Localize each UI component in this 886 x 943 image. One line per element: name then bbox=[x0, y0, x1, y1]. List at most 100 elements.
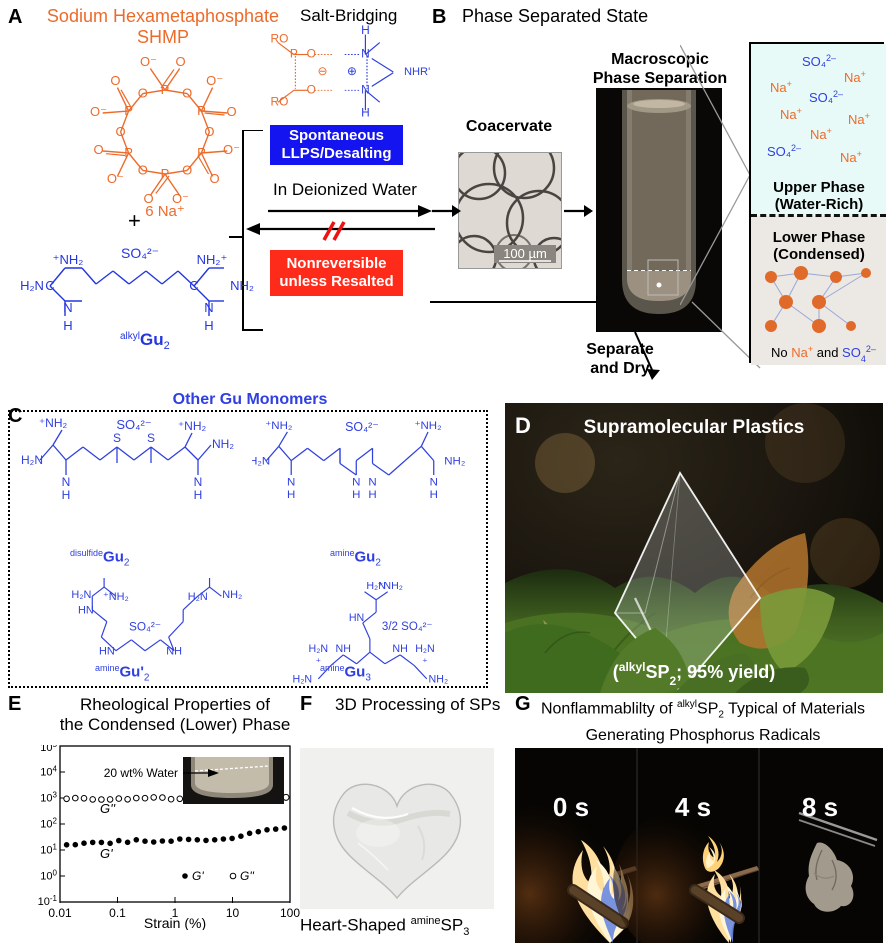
svg-text:SO₄2–: SO₄2– bbox=[809, 89, 843, 105]
svg-text:10: 10 bbox=[226, 906, 240, 920]
svg-text:C: C bbox=[45, 278, 54, 293]
svg-text:⁺: ⁺ bbox=[422, 657, 428, 669]
svg-text:H₂N: H₂N bbox=[252, 455, 270, 467]
svg-text:N: N bbox=[204, 300, 213, 315]
svg-text:102: 102 bbox=[40, 816, 57, 831]
svg-text:H: H bbox=[352, 489, 360, 501]
svg-text:N: N bbox=[361, 47, 370, 61]
svg-text:101: 101 bbox=[40, 842, 57, 857]
svg-text:Na+: Na+ bbox=[840, 149, 862, 165]
svg-text:O⁻: O⁻ bbox=[206, 73, 223, 88]
svg-text:(Condensed): (Condensed) bbox=[773, 246, 865, 263]
svg-text:20 wt% Water: 20 wt% Water bbox=[104, 766, 178, 780]
svg-text:8 s: 8 s bbox=[802, 792, 838, 822]
svg-text:SO₄²⁻: SO₄²⁻ bbox=[129, 620, 161, 634]
svg-text:H: H bbox=[194, 488, 203, 502]
svg-text:Na+: Na+ bbox=[810, 126, 832, 142]
svg-text:H: H bbox=[62, 488, 71, 502]
svg-text:⁺NH₂: ⁺NH₂ bbox=[53, 252, 84, 267]
svg-text:H: H bbox=[368, 489, 376, 501]
svg-text:NH₂: NH₂ bbox=[429, 673, 449, 685]
svg-text:⁺NH₂: ⁺NH₂ bbox=[265, 420, 292, 432]
svg-text:P: P bbox=[161, 82, 170, 97]
svg-text:O: O bbox=[204, 124, 214, 139]
svg-text:N: N bbox=[352, 477, 360, 489]
svg-text:HN: HN bbox=[78, 604, 94, 616]
svg-text:Na+: Na+ bbox=[770, 79, 792, 95]
svg-text:⊕: ⊕ bbox=[347, 64, 357, 78]
svg-text:H₂N: H₂N bbox=[71, 589, 91, 601]
svg-text:G'': G'' bbox=[240, 869, 255, 883]
svg-text:(Water-Rich): (Water-Rich) bbox=[775, 196, 864, 213]
svg-text:H: H bbox=[287, 489, 295, 501]
svg-text:N: N bbox=[361, 82, 370, 96]
svg-text:SO₄²⁻: SO₄²⁻ bbox=[345, 420, 379, 434]
svg-text:⁺NH₂: ⁺NH₂ bbox=[378, 582, 403, 592]
svg-text:SO₄²⁻: SO₄²⁻ bbox=[116, 417, 151, 432]
svg-text:O: O bbox=[182, 162, 192, 177]
svg-text:100: 100 bbox=[40, 868, 57, 883]
svg-text:H: H bbox=[361, 106, 370, 120]
svg-text:H₂N: H₂N bbox=[20, 278, 44, 293]
svg-text:SO₄2–: SO₄2– bbox=[802, 53, 836, 69]
svg-text:No Na+ and SO42–: No Na+ and SO42– bbox=[771, 344, 876, 364]
svg-text:Na+: Na+ bbox=[844, 69, 866, 85]
svg-text:NH₂: NH₂ bbox=[212, 437, 234, 451]
svg-text:C: C bbox=[189, 278, 198, 293]
svg-text:Na+: Na+ bbox=[848, 111, 870, 127]
svg-text:Supramolecular Plastics: Supramolecular Plastics bbox=[584, 417, 805, 438]
svg-text:Strain (%): Strain (%) bbox=[144, 915, 206, 930]
svg-text:⊖: ⊖ bbox=[317, 64, 327, 78]
svg-text:104: 104 bbox=[40, 764, 57, 779]
svg-text:O⁻: O⁻ bbox=[107, 171, 124, 186]
svg-text:RO: RO bbox=[271, 32, 289, 46]
svg-text:N: N bbox=[62, 475, 71, 489]
svg-text:N: N bbox=[63, 300, 72, 315]
svg-text:O: O bbox=[116, 124, 126, 139]
svg-text:O: O bbox=[93, 142, 103, 157]
svg-text:105: 105 bbox=[40, 745, 57, 754]
svg-text:H: H bbox=[430, 489, 438, 501]
svg-text:0 s: 0 s bbox=[553, 792, 589, 822]
svg-text:100: 100 bbox=[280, 906, 300, 920]
svg-text:P: P bbox=[197, 145, 206, 160]
svg-text:G'': G'' bbox=[100, 801, 116, 816]
svg-text:P: P bbox=[124, 103, 133, 118]
svg-text:D: D bbox=[515, 413, 531, 438]
svg-text:P: P bbox=[290, 47, 298, 61]
svg-text:103: 103 bbox=[40, 790, 57, 805]
svg-text:O: O bbox=[210, 171, 220, 186]
svg-text:H₂N: H₂N bbox=[188, 591, 208, 603]
svg-text:4 s: 4 s bbox=[675, 792, 711, 822]
svg-text:O: O bbox=[138, 86, 148, 101]
svg-text:Lower Phase: Lower Phase bbox=[773, 229, 866, 246]
svg-text:H₂N: H₂N bbox=[293, 673, 313, 685]
svg-text:NH₂⁺: NH₂⁺ bbox=[197, 252, 228, 267]
svg-text:H: H bbox=[204, 318, 213, 333]
svg-text:NH₂: NH₂ bbox=[230, 278, 254, 293]
svg-text:O: O bbox=[307, 47, 316, 61]
svg-text:H₂N: H₂N bbox=[21, 453, 43, 467]
svg-text:N: N bbox=[430, 477, 438, 489]
svg-text:O: O bbox=[138, 162, 148, 177]
svg-text:6 Na⁺: 6 Na⁺ bbox=[145, 203, 185, 220]
svg-text:NH: NH bbox=[166, 645, 182, 657]
svg-text:HN: HN bbox=[349, 612, 364, 624]
svg-text:O: O bbox=[226, 104, 236, 119]
svg-text:NH: NH bbox=[336, 643, 351, 655]
svg-text:G': G' bbox=[192, 869, 204, 883]
svg-text:N: N bbox=[287, 477, 295, 489]
svg-text:SO₄²⁻: SO₄²⁻ bbox=[121, 245, 159, 261]
svg-text:100 µm: 100 µm bbox=[503, 246, 547, 261]
svg-text:O: O bbox=[175, 54, 185, 69]
svg-text:O⁻: O⁻ bbox=[90, 104, 107, 119]
svg-text:NHR': NHR' bbox=[404, 66, 430, 78]
svg-text:H: H bbox=[361, 23, 370, 37]
svg-text:RO: RO bbox=[271, 94, 289, 108]
svg-text:NH₂: NH₂ bbox=[222, 589, 242, 601]
svg-text:HN: HN bbox=[99, 645, 115, 657]
svg-text:H₂N: H₂N bbox=[309, 643, 329, 655]
svg-text:⁺NH₂: ⁺NH₂ bbox=[414, 420, 441, 432]
svg-text:G': G' bbox=[100, 846, 113, 861]
svg-text:H: H bbox=[63, 318, 72, 333]
